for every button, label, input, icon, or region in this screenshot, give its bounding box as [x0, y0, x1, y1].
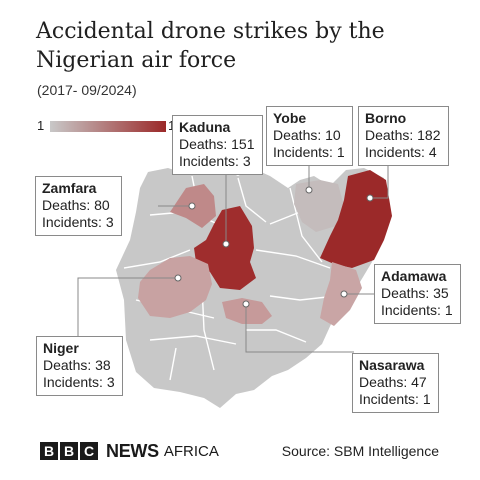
marker-nasarawa	[242, 300, 250, 308]
marker-zamfara	[188, 202, 196, 210]
chart-title: Accidental drone strikes by the Nigerian…	[36, 19, 385, 73]
bbc-news-africa-logo: B B C NEWS AFRICA	[40, 441, 219, 461]
deaths-label: Deaths: 151	[179, 136, 255, 152]
leader-lines	[77, 160, 389, 353]
state-name: Yobe	[273, 110, 307, 126]
news-wordmark: NEWS	[106, 440, 159, 461]
callout-yobe: Yobe Deaths: 10 Incidents: 1	[266, 106, 353, 166]
callout-nasarawa: Nasarawa Deaths: 47 Incidents: 1	[352, 353, 439, 413]
leader-markers	[174, 186, 374, 308]
marker-niger	[174, 274, 182, 282]
state-yobe	[294, 180, 344, 232]
state-borno	[320, 170, 392, 268]
deaths-label: Deaths: 35	[381, 285, 449, 301]
legend-gradient-bar	[50, 121, 166, 132]
incidents-label: Incidents: 1	[273, 144, 345, 160]
marker-adamawa	[340, 290, 348, 298]
bbc-letter-c: C	[80, 442, 98, 460]
state-nasarawa	[222, 298, 272, 324]
deaths-label: Deaths: 80	[42, 197, 110, 213]
incidents-label: Incidents: 3	[42, 214, 114, 230]
date-range-subtitle: (2017- 09/2024)	[37, 82, 137, 98]
incidents-label: Incidents: 3	[179, 153, 251, 169]
marker-kaduna	[222, 240, 230, 248]
marker-borno	[366, 194, 374, 202]
callout-zamfara: Zamfara Deaths: 80 Incidents: 3	[35, 176, 122, 236]
state-kaduna	[194, 206, 256, 290]
bbc-letter-b1: B	[40, 442, 58, 460]
bbc-letter-b2: B	[60, 442, 78, 460]
marker-yobe	[305, 186, 313, 194]
legend-min-label: 1	[37, 118, 45, 133]
state-borders	[123, 175, 337, 381]
source-credit: Source: SBM Intelligence	[281, 443, 439, 459]
state-niger	[138, 256, 212, 318]
callout-adamawa: Adamawa Deaths: 35 Incidents: 1	[374, 264, 461, 324]
callout-niger: Niger Deaths: 38 Incidents: 3	[36, 336, 123, 396]
deaths-label: Deaths: 38	[43, 357, 111, 373]
africa-wordmark: AFRICA	[163, 442, 219, 460]
incidents-label: Incidents: 3	[43, 374, 115, 390]
deaths-label: Deaths: 182	[365, 127, 441, 143]
state-name: Zamfara	[42, 180, 97, 196]
incidents-label: Incidents: 1	[381, 302, 453, 318]
state-name: Borno	[365, 110, 407, 126]
state-name: Adamawa	[381, 268, 447, 284]
state-name: Kaduna	[179, 119, 231, 135]
state-name: Nasarawa	[359, 357, 425, 373]
callout-borno: Borno Deaths: 182 Incidents: 4	[358, 106, 449, 166]
deaths-label: Deaths: 10	[273, 127, 341, 143]
deaths-label: Deaths: 47	[359, 374, 427, 390]
incidents-label: Incidents: 1	[359, 391, 431, 407]
state-name: Niger	[43, 340, 79, 356]
incidents-label: Incidents: 4	[365, 144, 437, 160]
callout-kaduna: Kaduna Deaths: 151 Incidents: 3	[172, 115, 263, 175]
